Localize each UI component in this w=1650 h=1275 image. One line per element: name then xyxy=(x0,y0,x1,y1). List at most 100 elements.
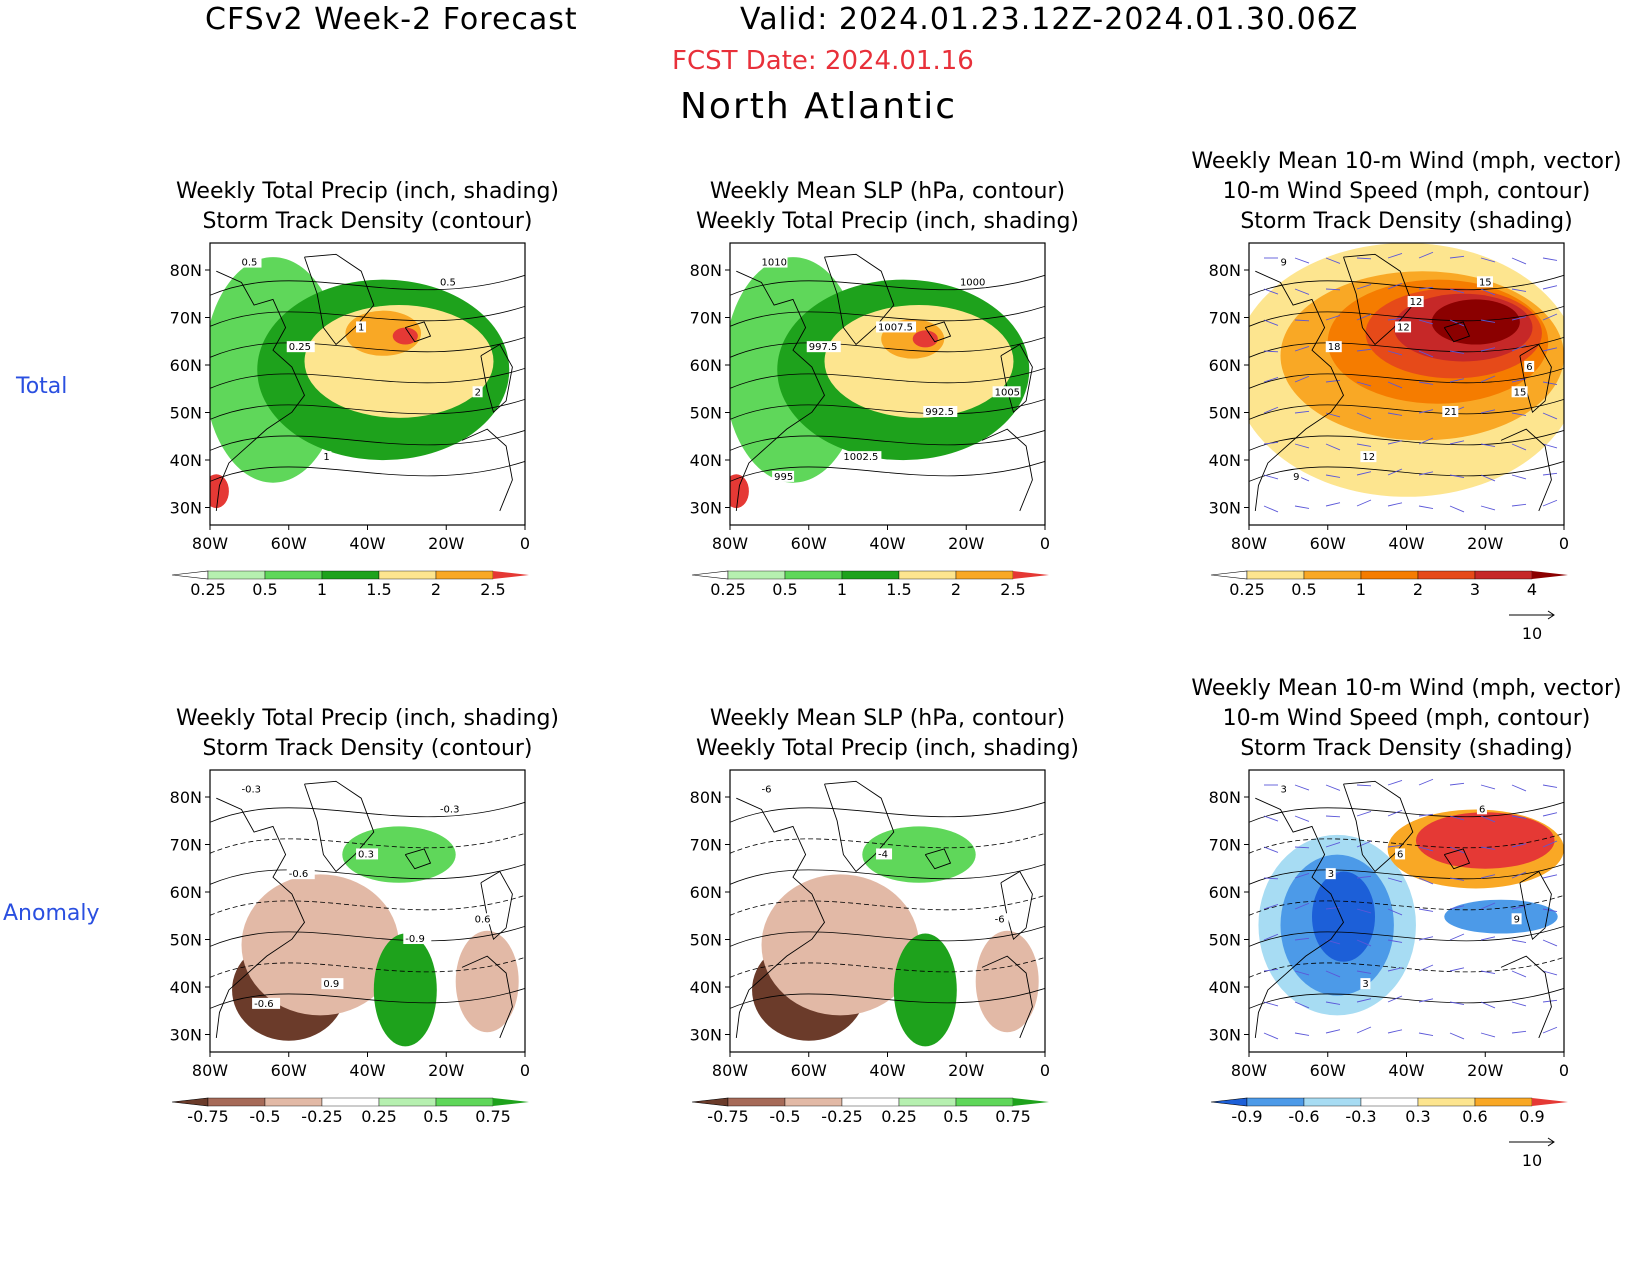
wind-vector xyxy=(1418,381,1434,385)
wind-vector xyxy=(1356,840,1372,848)
wind-vector xyxy=(1263,846,1279,853)
wind-vector xyxy=(1294,410,1310,414)
wind-vector xyxy=(1387,440,1403,445)
map-anom-precip: -0.3 0.3 0.6 0.9 -0.3 -0.6 -0.9 -0.6 80N 70N 60N 50… xyxy=(170,769,530,1080)
contour-label: 18 xyxy=(1328,342,1341,353)
wind-vector xyxy=(1356,875,1372,879)
contour-line xyxy=(210,274,525,296)
contour-line xyxy=(1249,430,1564,451)
shading-region xyxy=(392,327,418,345)
wind-vector xyxy=(1480,1001,1496,1009)
lon-tick-label: 60W xyxy=(791,1061,827,1080)
panel-title-line: Weekly Total Precip (inch, shading) xyxy=(695,736,1080,761)
wind-vector xyxy=(1294,288,1310,295)
wind-vector xyxy=(1480,902,1496,910)
lon-tick-label: 0 xyxy=(1559,534,1569,553)
wind-vector xyxy=(1449,1032,1465,1040)
coastline xyxy=(461,428,513,512)
contour-label: 992.5 xyxy=(925,407,954,418)
contour-line xyxy=(1249,925,1564,947)
contour-line xyxy=(730,367,1045,389)
wind-vector xyxy=(1511,784,1527,792)
wind-vector xyxy=(1542,812,1558,817)
wind-vector xyxy=(1418,505,1434,509)
contour-label: 6 xyxy=(1397,849,1403,860)
contour-line xyxy=(210,925,525,947)
shading-region xyxy=(730,474,749,509)
shading-region xyxy=(1444,899,1558,934)
coastline xyxy=(824,253,895,346)
wind-vector xyxy=(1387,877,1403,883)
wind-vector xyxy=(1356,471,1372,476)
colorbar-label: 0.25 xyxy=(1229,580,1265,599)
contour-label: 15 xyxy=(1479,277,1492,288)
panel-title-line: Storm Track Density (shading) xyxy=(1240,736,1573,761)
wind-vector xyxy=(1356,939,1372,947)
wind-vector xyxy=(1511,257,1527,265)
colorbar-label: 2 xyxy=(951,580,961,599)
map-total-slp: 1010 1007.5 1005 1002.5 1000 997.5 992.5 995 80N… xyxy=(690,242,1050,553)
valid-period: Valid: 2024.01.23.12Z-2024.01.30.06Z xyxy=(740,2,1359,37)
contour-line xyxy=(210,832,525,854)
shading-region xyxy=(241,874,399,1016)
colorbar-label: 0.5 xyxy=(772,580,797,599)
wind-vector xyxy=(1356,257,1372,260)
wind-vector xyxy=(1294,846,1310,849)
wind-vector xyxy=(1263,288,1279,295)
colorbar-label: 0.75 xyxy=(995,1107,1031,1126)
wind-vector xyxy=(1263,474,1279,480)
wind-vector xyxy=(1449,933,1465,941)
wind-vector xyxy=(1294,937,1310,941)
shading-region xyxy=(1431,299,1520,345)
wind-vector xyxy=(1325,379,1341,383)
wind-vector xyxy=(1294,1032,1310,1036)
wind-vector xyxy=(1449,967,1465,972)
colorbar-label: 0.75 xyxy=(475,1107,511,1126)
wind-vector xyxy=(1263,441,1279,445)
wind-vector xyxy=(1511,288,1527,292)
contour-label: 21 xyxy=(1444,407,1457,418)
wind-vector xyxy=(1418,778,1434,786)
contour-label: 0.5 xyxy=(440,277,456,288)
lon-tick-label: 0 xyxy=(1040,534,1050,553)
wind-vector xyxy=(1294,873,1310,879)
wind-vector xyxy=(1356,313,1372,321)
contour-line xyxy=(1249,988,1564,1009)
panel-title-line: Weekly Total Precip (inch, shading) xyxy=(695,209,1080,234)
contour-line xyxy=(730,832,1045,854)
wind-vector xyxy=(1542,840,1558,848)
lon-tick-label: 60W xyxy=(1310,534,1346,553)
contour-label: -6 xyxy=(995,914,1005,925)
colorbar-label: -0.6 xyxy=(1288,1107,1319,1126)
wind-vector xyxy=(1294,970,1310,976)
wind-vector xyxy=(1263,1001,1279,1007)
colorbar-label: 1 xyxy=(317,580,327,599)
lon-tick-label: 0 xyxy=(520,1061,530,1080)
wind-vector xyxy=(1387,809,1403,817)
vector-reference: 10 xyxy=(1509,1137,1555,1170)
contour-line xyxy=(210,988,525,1009)
contour-label: 3 xyxy=(1362,979,1368,990)
wind-vector xyxy=(1418,964,1434,972)
wind-vector xyxy=(1449,319,1465,327)
lat-tick-label: 30N xyxy=(690,1026,722,1045)
wind-vector xyxy=(1356,1026,1372,1034)
wind-vector xyxy=(1480,474,1496,482)
wind-vector xyxy=(1418,813,1434,817)
wind-vector xyxy=(1511,1001,1527,1007)
contour-line xyxy=(210,957,525,978)
lon-tick-label: 20W xyxy=(948,534,984,553)
contour-line xyxy=(730,336,1045,358)
contour-line xyxy=(210,430,525,451)
wind-vector xyxy=(1511,815,1527,819)
colorbar-label: 3 xyxy=(1470,580,1480,599)
lat-tick-label: 60N xyxy=(690,883,722,902)
contour-label: 9 xyxy=(1281,258,1287,269)
contour-label: -0.3 xyxy=(242,785,262,796)
contour-line xyxy=(1249,894,1564,916)
colorbar-label: 0.25 xyxy=(361,1107,397,1126)
wind-vector xyxy=(1480,257,1496,263)
coastline xyxy=(215,797,306,1038)
wind-vector xyxy=(1511,316,1527,321)
wind-vector xyxy=(1418,437,1434,445)
